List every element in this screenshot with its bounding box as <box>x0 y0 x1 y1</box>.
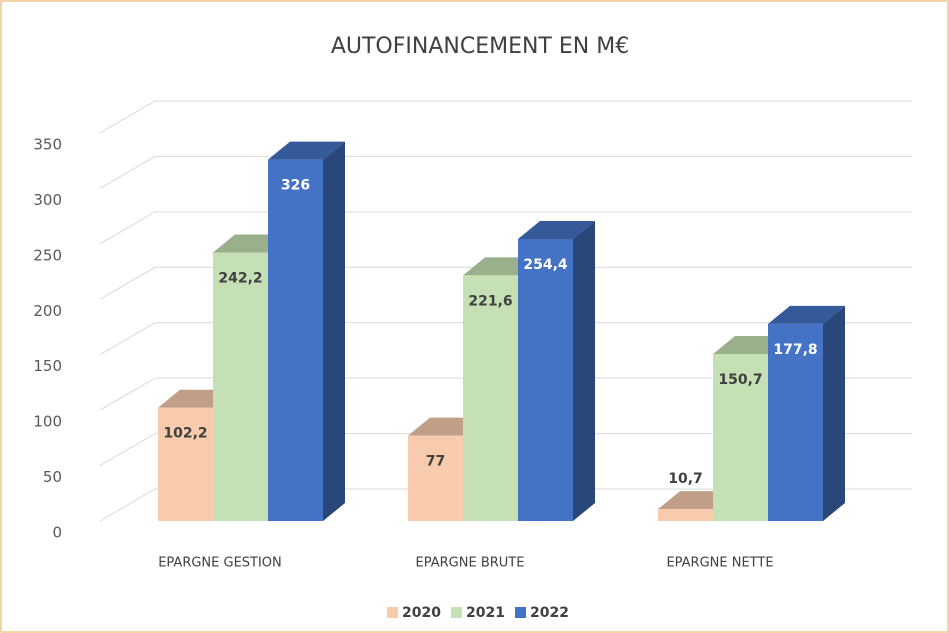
bar-side <box>323 141 345 521</box>
bar <box>768 323 823 521</box>
legend-label: 2021 <box>466 605 505 621</box>
bar <box>158 407 213 521</box>
data-label: 177,8 <box>773 342 817 358</box>
y-tick-label: 0 <box>52 524 62 542</box>
x-tick-label: EPARGNE GESTION <box>158 556 282 571</box>
grid-line <box>99 266 912 300</box>
data-label: 150,7 <box>718 372 762 388</box>
grid-line <box>99 377 912 411</box>
x-tick-label: EPARGNE BRUTE <box>416 556 525 571</box>
legend-label: 2020 <box>402 605 441 621</box>
legend-swatch <box>515 607 526 618</box>
data-label: 102,2 <box>163 426 207 442</box>
legend-label: 2022 <box>530 605 569 621</box>
grid-line <box>99 433 912 467</box>
data-label: 221,6 <box>468 293 512 309</box>
data-label: 77 <box>426 454 445 470</box>
x-tick-label: EPARGNE NETTE <box>666 556 773 571</box>
grid-line <box>99 488 912 522</box>
bar-top <box>518 220 595 239</box>
data-label: 242,2 <box>218 271 262 287</box>
bar <box>658 509 713 521</box>
bar <box>268 159 323 521</box>
bar <box>213 252 268 521</box>
bar-top <box>768 305 845 324</box>
grid-line <box>99 100 912 134</box>
y-tick-label: 50 <box>43 468 62 486</box>
legend-swatch <box>451 607 462 618</box>
legend-swatch <box>387 607 398 618</box>
y-tick-label: 150 <box>33 357 62 375</box>
chart-title: AUTOFINANCEMENT EN M€ <box>331 34 629 59</box>
data-label: 326 <box>281 178 310 194</box>
bar-side <box>823 305 845 521</box>
bar-side <box>573 220 595 521</box>
data-label: 254,4 <box>523 257 568 273</box>
bar <box>518 238 573 521</box>
y-tick-label: 350 <box>33 136 62 154</box>
bar <box>463 275 518 521</box>
grid-line <box>99 322 912 356</box>
data-label: 10,7 <box>668 471 703 487</box>
y-tick-label: 200 <box>33 302 62 320</box>
grid-line <box>99 211 912 245</box>
bar-top <box>268 141 345 160</box>
y-tick-label: 300 <box>33 191 62 209</box>
bar <box>408 435 463 521</box>
y-tick-label: 250 <box>33 246 62 264</box>
grid-line <box>99 155 912 189</box>
y-tick-label: 100 <box>33 413 62 431</box>
bar <box>713 353 768 521</box>
